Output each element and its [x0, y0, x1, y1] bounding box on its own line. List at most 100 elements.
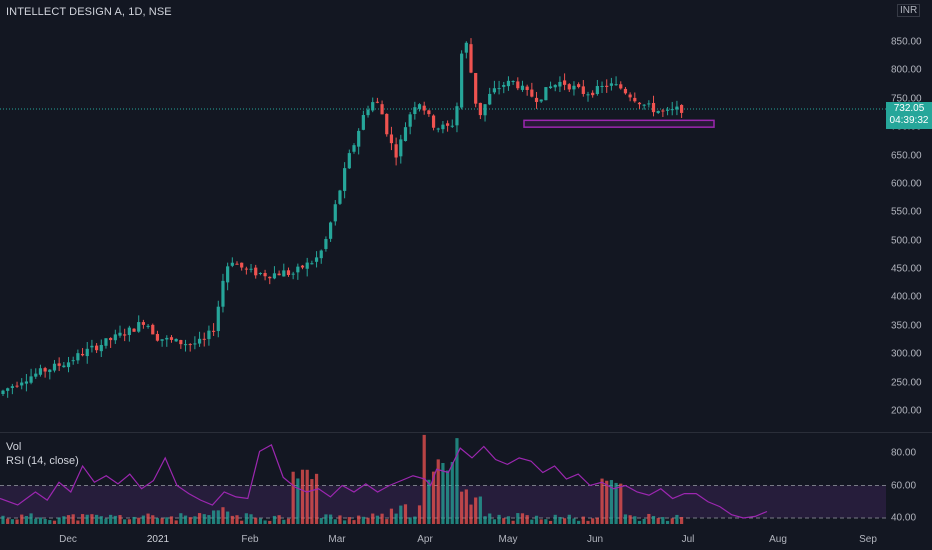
volume-bar [1, 515, 5, 524]
candle-body [511, 81, 515, 83]
candle-body [357, 130, 361, 147]
symbol-title[interactable]: INTELLECT DESIGN A, 1D, NSE [6, 6, 172, 18]
time-axis[interactable]: Dec 2021 Feb Mar Apr May Jun Jul Aug Sep [0, 531, 886, 550]
volume-bar [628, 515, 632, 524]
volume-bar [600, 478, 604, 524]
volume-bar [661, 517, 665, 524]
volume-bar [52, 520, 57, 524]
candle-body [577, 84, 581, 87]
candle-body [389, 134, 394, 144]
volume-bar [329, 514, 333, 524]
volume-bar [553, 514, 557, 524]
last-price-tag: 732.05 04:39:32 [886, 102, 932, 129]
price-tick-label: 250.00 [891, 377, 922, 389]
candle-body [366, 109, 370, 116]
rsi-label[interactable]: RSI (14, close) [6, 455, 79, 467]
volume-bar [385, 519, 389, 524]
candle-body [85, 348, 89, 357]
volume-bar [647, 513, 651, 524]
candle-body [95, 345, 99, 351]
volume-bar [123, 519, 127, 524]
price-chart-pane[interactable] [0, 0, 886, 432]
volume-bar [642, 518, 646, 524]
volume-bar [90, 514, 94, 524]
last-price-value: 732.05 [893, 103, 925, 114]
candle-body [469, 44, 473, 73]
vol-label[interactable]: Vol [6, 441, 22, 453]
candle-body [375, 101, 379, 103]
candle-body [614, 84, 618, 86]
volume-bar [525, 515, 529, 524]
volume-bar [539, 519, 543, 524]
price-tick-label: 650.00 [891, 150, 922, 162]
volume-bar [520, 513, 525, 524]
volume-bar [460, 491, 464, 524]
volume-bar [71, 514, 75, 524]
volume-bar [375, 515, 379, 524]
volume-bar [226, 511, 230, 524]
candle-body [235, 263, 239, 265]
candle-body [249, 268, 253, 270]
indicator-axis[interactable]: 80.00 60.00 40.00 [886, 433, 932, 531]
candle-body [286, 270, 291, 276]
volume-bar [675, 514, 679, 524]
candle-body [254, 267, 258, 276]
time-tick-label: 2021 [146, 534, 170, 545]
indicator-pane[interactable] [0, 433, 886, 531]
volume-bar [623, 514, 628, 524]
volume-bar [221, 507, 225, 524]
price-axis[interactable]: 850.00800.00750.00700.00650.00600.00550.… [886, 0, 932, 432]
volume-bar [188, 517, 192, 524]
candle-body [670, 109, 674, 111]
candle-body [586, 94, 590, 96]
volume-bar [263, 520, 267, 524]
candle-body [319, 250, 323, 259]
candle-body [151, 324, 155, 335]
candle-body [118, 332, 122, 336]
candle-body [132, 328, 136, 332]
volume-bar [109, 514, 113, 524]
candle-body [530, 89, 534, 97]
candle-body [544, 87, 548, 101]
candle-body [324, 239, 328, 249]
candle-body [272, 273, 277, 279]
candle-body [10, 386, 14, 388]
candle-body [455, 106, 459, 126]
candle-body [169, 337, 174, 340]
candle-body [66, 362, 71, 368]
candle-body [422, 105, 426, 111]
volume-bar [530, 519, 534, 524]
candle-body [300, 265, 305, 268]
candlestick-chart[interactable] [0, 0, 886, 432]
volume-bar [614, 482, 618, 524]
volume-bar [595, 517, 599, 524]
volume-bar [282, 519, 286, 524]
candle-body [137, 322, 141, 332]
volume-bar [207, 515, 211, 524]
currency-badge[interactable]: INR [897, 4, 921, 17]
volume-rsi-chart[interactable] [0, 433, 886, 531]
volume-bar [212, 510, 216, 524]
volume-bar [137, 517, 141, 524]
price-tick-label: 300.00 [891, 348, 922, 360]
price-tick-label: 550.00 [891, 206, 922, 218]
volume-bar [85, 514, 89, 524]
candle-body [193, 343, 197, 345]
candle-body [548, 86, 553, 89]
volume-bar [216, 510, 220, 524]
volume-bar [651, 516, 656, 524]
candle-body [563, 80, 567, 85]
volume-bar [132, 516, 136, 524]
candle-body [361, 115, 365, 130]
candle-body [628, 94, 632, 98]
volume-bar [174, 520, 178, 524]
volume-bar [151, 515, 155, 524]
candle-body [296, 266, 300, 273]
volume-bar [314, 473, 319, 524]
pane-separator[interactable] [0, 432, 932, 433]
volume-bar [413, 516, 417, 524]
time-tick-label: Mar [328, 534, 346, 545]
candle-body [314, 257, 319, 262]
candle-body [183, 344, 188, 346]
time-tick-label: Sep [859, 534, 877, 545]
